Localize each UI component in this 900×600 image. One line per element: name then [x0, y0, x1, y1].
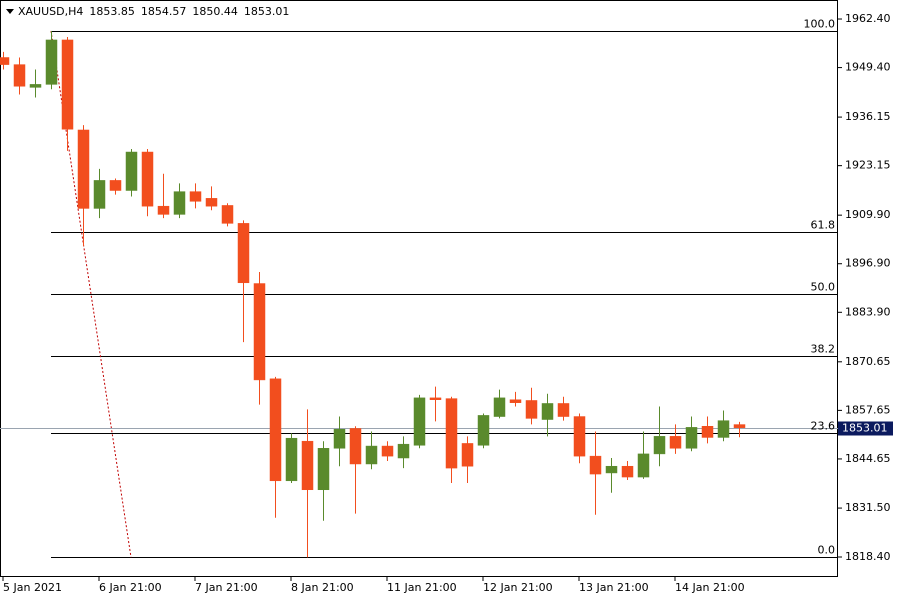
- y-tick-label: 1870.65: [845, 355, 891, 368]
- candle-body: [685, 427, 698, 449]
- candle-body: [285, 437, 298, 482]
- y-tick-label: 1857.65: [845, 403, 891, 416]
- y-tick-label: 1923.15: [845, 159, 891, 172]
- header-close: 1853.01: [244, 5, 290, 18]
- y-tick-label: 1844.65: [845, 452, 891, 465]
- candle-body: [205, 198, 218, 207]
- candle-body: [413, 397, 426, 446]
- candle-body: [445, 398, 458, 469]
- candle-body: [541, 403, 554, 420]
- x-tick-label: 11 Jan 21:00: [387, 581, 457, 594]
- candle-body: [93, 180, 106, 209]
- price-marker-label: 1853.01: [842, 422, 888, 435]
- candle-body: [733, 424, 746, 428]
- candle-body: [637, 453, 650, 478]
- candle-body: [461, 443, 474, 467]
- y-tick-label: 1883.90: [845, 305, 891, 318]
- candle-body: [125, 151, 138, 191]
- candle-body: [669, 436, 682, 449]
- y-tick-label: 1949.40: [845, 61, 891, 74]
- plot-frame: [0, 0, 838, 577]
- candle-body: [189, 191, 202, 202]
- candle-body: [589, 455, 602, 475]
- candle-body: [77, 129, 90, 209]
- fib-label: 0.0: [818, 544, 836, 557]
- x-tick-label: 6 Jan 21:00: [99, 581, 162, 594]
- candle-body: [397, 443, 410, 459]
- fib-label: 100.0: [804, 18, 836, 31]
- candle-body: [701, 425, 714, 438]
- fib-label: 61.8: [811, 219, 836, 232]
- candle-body: [429, 397, 442, 400]
- candle-body: [253, 283, 266, 381]
- x-tick-label: 5 Jan 2021: [3, 581, 62, 594]
- y-tick-label: 1962.40: [845, 12, 891, 25]
- candle-body: [509, 399, 522, 403]
- candle-body: [365, 445, 378, 465]
- candle-body: [221, 205, 234, 224]
- candle-body: [109, 180, 122, 191]
- candle-body: [605, 465, 618, 474]
- fib-label: 23.6: [811, 420, 836, 433]
- candle-body: [13, 64, 26, 87]
- header-high: 1854.57: [141, 5, 187, 18]
- candle-body: [573, 416, 586, 457]
- candle-body: [0, 57, 10, 65]
- plot-area: [0, 30, 838, 558]
- price-marker: [838, 421, 893, 436]
- candle-body: [141, 151, 154, 207]
- candle-body: [317, 448, 330, 491]
- x-tick-label: 7 Jan 21:00: [195, 581, 258, 594]
- candle-body: [381, 445, 394, 457]
- candle-body: [61, 39, 74, 130]
- candle-body: [493, 397, 506, 417]
- candle-body: [237, 223, 250, 284]
- menu-triangle[interactable]: [6, 9, 14, 14]
- candle-body: [269, 378, 282, 482]
- y-tick-label: 1818.40: [845, 550, 891, 563]
- y-tick-label: 1831.50: [845, 501, 891, 514]
- fib-label: 38.2: [811, 343, 836, 356]
- y-tick-label: 1936.15: [845, 110, 891, 123]
- x-tick-label: 13 Jan 21:00: [579, 581, 649, 594]
- x-tick-label: 8 Jan 21:00: [291, 581, 354, 594]
- x-tick-label: 14 Jan 21:00: [675, 581, 745, 594]
- candle-body: [45, 39, 58, 85]
- fib-label: 50.0: [811, 281, 836, 294]
- chart-header: XAUUSD,H4 1853.85 1854.57 1850.44 1853.01: [18, 5, 289, 18]
- candle-body: [621, 465, 634, 478]
- x-tick-label: 12 Jan 21:00: [483, 581, 553, 594]
- candle-body: [717, 420, 730, 438]
- candle-body: [157, 205, 170, 215]
- header-low: 1850.44: [192, 5, 238, 18]
- candle-body: [525, 400, 538, 419]
- y-tick-label: 1896.90: [845, 257, 891, 270]
- header-open: 1853.85: [89, 5, 135, 18]
- candle-body: [349, 428, 362, 465]
- y-tick-label: 1909.90: [845, 208, 891, 221]
- symbol: XAUUSD,H4: [18, 5, 83, 18]
- candle-body: [653, 436, 666, 455]
- candle-body: [301, 440, 314, 491]
- candle-body: [173, 191, 186, 215]
- candle-body: [557, 403, 570, 417]
- candle-body: [29, 84, 42, 88]
- candle-body: [477, 415, 490, 446]
- candle-body: [333, 428, 346, 449]
